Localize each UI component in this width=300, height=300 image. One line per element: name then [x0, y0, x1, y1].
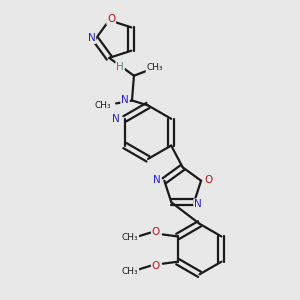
Text: CH₃: CH₃ — [122, 267, 138, 276]
Text: CH₃: CH₃ — [122, 233, 138, 242]
Text: H: H — [116, 62, 124, 72]
Text: N: N — [121, 95, 129, 106]
Text: N: N — [194, 199, 202, 209]
Text: N: N — [88, 33, 95, 43]
Text: O: O — [152, 227, 160, 238]
Text: CH₃: CH₃ — [146, 63, 163, 72]
Text: O: O — [107, 14, 115, 24]
Text: N: N — [112, 114, 120, 124]
Text: O: O — [152, 261, 160, 271]
Text: CH₃: CH₃ — [95, 101, 112, 110]
Text: O: O — [205, 175, 213, 185]
Text: N: N — [152, 175, 160, 185]
